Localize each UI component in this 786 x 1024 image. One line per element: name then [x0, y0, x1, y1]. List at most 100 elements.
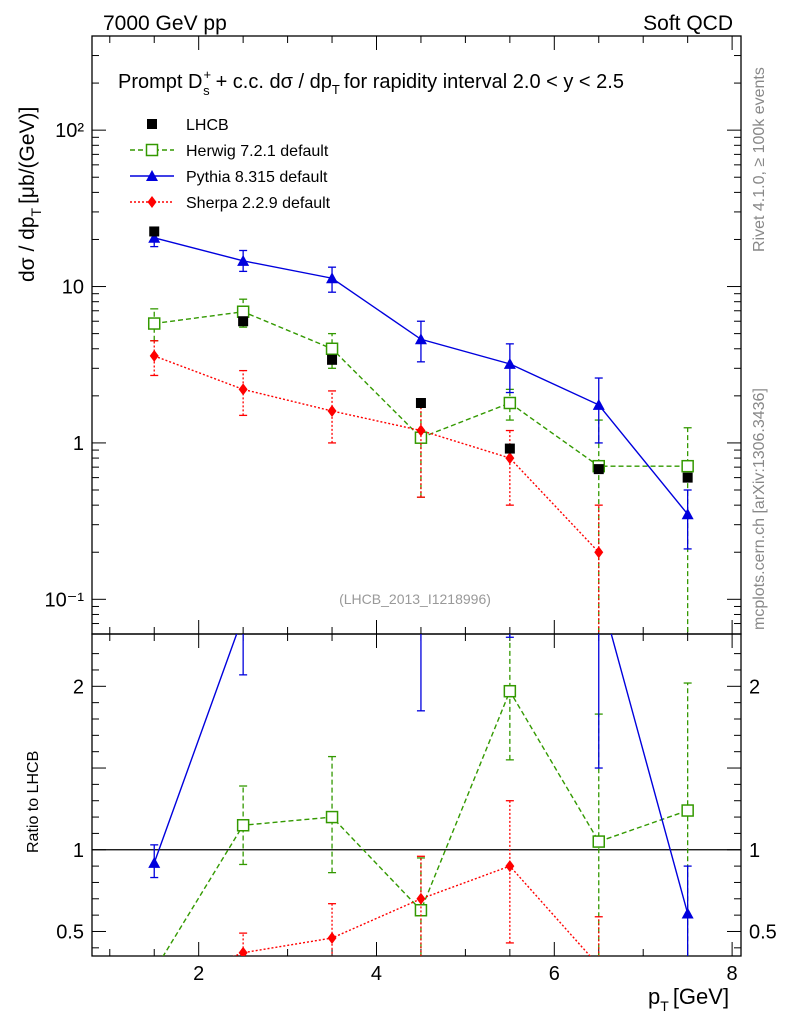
- main-series-sherpa-2-2-9-default: [149, 340, 604, 634]
- xlabel-p: p: [648, 984, 660, 1009]
- main-point: [503, 357, 516, 369]
- title-superscript: +: [203, 67, 211, 82]
- axis-ticks: 2 4 6 8 10⁻¹ 1 10 10² 0.5 0.5 1 1 2 2: [45, 35, 777, 985]
- main-point: [149, 226, 160, 237]
- ratio-point: [416, 892, 426, 905]
- y-tick-label-ratio-left: 2: [73, 676, 84, 698]
- legend-marker: [147, 196, 157, 208]
- main-series-layer: [147, 226, 694, 634]
- y-tick-label-main: 10: [62, 277, 84, 299]
- ratio-point: [150, 981, 159, 993]
- legend-label: Pythia 8.315 default: [186, 169, 328, 186]
- main-point: [327, 354, 338, 365]
- main-plot-title: Prompt D+ s + c.c. dσ / dpT for rapidity in…: [118, 67, 624, 98]
- main-point: [414, 333, 427, 345]
- ylabel-sub: T: [28, 207, 44, 216]
- ratio-point: [503, 684, 517, 698]
- y-tick-label-ratio-left: 1: [73, 840, 84, 862]
- ratio-point: [592, 835, 606, 848]
- main-y-axis-label: dσ / dpT [μb/(GeV)]: [16, 107, 44, 282]
- ratio-point: [325, 810, 339, 824]
- y-tick-label-main: 10⁻¹: [45, 589, 85, 611]
- legend-label: Herwig 7.2.1 default: [186, 143, 329, 160]
- main-point: [237, 254, 250, 266]
- ratio-point: [237, 610, 249, 621]
- main-point: [682, 472, 693, 483]
- legend-label: Sherpa 2.2.9 default: [186, 195, 331, 212]
- ratio-point: [681, 804, 694, 817]
- legend-marker: [147, 119, 157, 129]
- main-point: [505, 452, 515, 465]
- legend-marker: [146, 170, 158, 181]
- x-axis-label: pT [GeV]: [648, 984, 729, 1014]
- ratio-point: [326, 468, 338, 479]
- y-tick-label-ratio-right: 2: [749, 676, 760, 698]
- legend-entry: Pythia 8.315 default: [130, 169, 328, 186]
- legend-entry: Herwig 7.2.1 default: [130, 143, 329, 160]
- main-point: [327, 405, 337, 418]
- main-point: [147, 317, 161, 330]
- main-point: [238, 316, 249, 327]
- x-tick-label: 8: [727, 963, 738, 985]
- y-tick-label-ratio-right: 1: [749, 840, 760, 862]
- source-label: mcplots.cern.ch [arXiv:1306.3436]: [751, 388, 768, 630]
- title-prefix: Prompt D: [118, 71, 202, 93]
- xlabel-unit: [GeV]: [673, 984, 729, 1009]
- main-point: [415, 398, 426, 409]
- rivet-version-label: Rivet 4.1.0, ≥ 100k events: [751, 67, 768, 252]
- ratio-point: [236, 818, 250, 832]
- main-point: [416, 424, 426, 437]
- main-point: [681, 508, 694, 520]
- legend-entry: Sherpa 2.2.9 default: [130, 195, 331, 212]
- main-point: [326, 272, 339, 284]
- x-tick-label: 2: [193, 963, 204, 985]
- x-tick-label: 4: [371, 963, 382, 985]
- ratio-point: [594, 960, 603, 972]
- main-point: [593, 464, 604, 475]
- ratio-point: [327, 932, 337, 945]
- ratio-point: [238, 946, 248, 956]
- y-tick-label-ratio-left: 0.5: [56, 921, 84, 943]
- title-subscript: s: [203, 83, 210, 98]
- y-tick-label-ratio-right: 0.5: [749, 921, 777, 943]
- category-label: Soft QCD: [643, 12, 733, 35]
- ratio-series-pythia-8-315-default: [148, 468, 694, 956]
- analysis-id-label: (LHCB_2013_I1218996): [339, 591, 491, 607]
- legend-label: LHCB: [186, 117, 229, 134]
- title-suffix-subscript: T: [332, 82, 340, 97]
- ratio-series-sherpa-2-2-9-default: [150, 800, 603, 993]
- main-point: [149, 349, 159, 362]
- main-point: [681, 459, 694, 473]
- main-series-line: [153, 355, 600, 553]
- ratio-point: [505, 860, 515, 873]
- ratio-point: [681, 907, 694, 919]
- main-point: [592, 398, 605, 410]
- main-point: [594, 546, 604, 559]
- main-point: [325, 342, 339, 356]
- title-tail: for rapidity interval 2.0 < y < 2.5: [344, 71, 624, 93]
- main-point: [148, 231, 161, 243]
- main-point: [236, 305, 250, 318]
- main-point: [238, 383, 248, 396]
- main-series-lhcb: [149, 226, 693, 483]
- y-tick-label-main: 10²: [55, 120, 84, 142]
- ratio-plot-frame: [91, 633, 742, 957]
- xlabel-sub: T: [660, 998, 669, 1014]
- ylabel-part2: [μb/(GeV)]: [16, 107, 39, 204]
- x-tick-label: 6: [549, 963, 560, 985]
- title-suffix: + c.c. dσ / dp: [216, 71, 332, 93]
- ratio-point: [149, 965, 160, 976]
- ratio-series-layer: [148, 468, 694, 993]
- legend-entry: LHCB: [147, 117, 229, 134]
- ratio-point: [148, 856, 161, 868]
- legend-marker: [145, 143, 159, 157]
- main-series-pythia-8-315-default: [148, 229, 694, 550]
- ylabel-part1: dσ / dp: [16, 216, 39, 282]
- energy-label: 7000 GeV pp: [103, 12, 227, 35]
- main-point: [504, 443, 515, 454]
- main-point: [503, 396, 517, 410]
- ratio-y-axis-label: Ratio to LHCB: [25, 751, 42, 853]
- y-tick-label-main: 1: [73, 433, 84, 455]
- legend: LHCB Herwig 7.2.1 default Pythia 8.315 def…: [130, 117, 331, 212]
